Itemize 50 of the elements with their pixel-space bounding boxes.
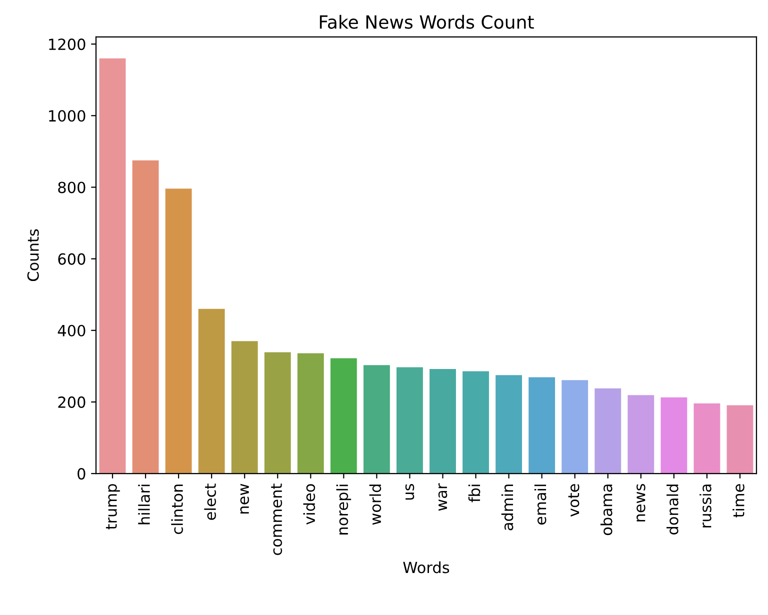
chart-title: Fake News Words Count [320, 14, 534, 29]
bar [660, 397, 688, 474]
bar [132, 160, 159, 474]
x-tick-label: trump [106, 484, 120, 530]
bar [496, 375, 522, 474]
x-axis-title: Words [403, 561, 450, 574]
x-tick-label: fbi [468, 484, 480, 502]
y-tick-label: 600 [58, 253, 86, 265]
bar [330, 358, 357, 474]
x-tick-label: us [405, 484, 414, 500]
bar [264, 352, 291, 474]
y-tick-label: 1200 [49, 38, 86, 50]
y-tick-label: 200 [58, 396, 86, 408]
bar [198, 308, 225, 474]
y-tick-label: 0 [78, 468, 86, 480]
bar [297, 353, 324, 474]
bar [231, 341, 258, 474]
x-tick-label: clinton [171, 484, 183, 534]
bar [726, 405, 754, 474]
x-tick-label: comment [271, 484, 282, 556]
x-tick-label: donald [666, 484, 678, 534]
x-tick-label: russia [700, 484, 712, 528]
bar [363, 365, 390, 474]
bar [99, 58, 126, 474]
x-tick-label: norepli [336, 484, 352, 534]
x-tick-label: email [534, 484, 546, 525]
bar [528, 377, 556, 474]
bar [562, 380, 588, 474]
bar [462, 371, 489, 474]
bar [594, 388, 622, 474]
y-tick-label: 1000 [49, 110, 86, 122]
x-tick-label: vote [568, 484, 580, 517]
x-tick-label: elect [204, 484, 216, 520]
x-tick-label: new [240, 484, 250, 514]
bar [628, 395, 654, 474]
bar [165, 188, 192, 474]
x-tick-label: world [369, 484, 382, 525]
bar [430, 369, 456, 474]
bar [694, 403, 720, 474]
x-tick-label: admin [501, 484, 514, 530]
x-tick-label: war [438, 483, 448, 511]
y-tick-label: 800 [58, 182, 86, 194]
x-tick-label: time [732, 484, 744, 518]
x-tick-label: obama [600, 484, 612, 536]
x-tick-label: news [636, 484, 646, 522]
x-tick-label: video [303, 484, 316, 525]
bar [396, 367, 423, 474]
x-tick-label: hillari [138, 484, 150, 524]
y-tick-label: 400 [58, 324, 86, 336]
y-axis-title: Counts [27, 229, 39, 282]
